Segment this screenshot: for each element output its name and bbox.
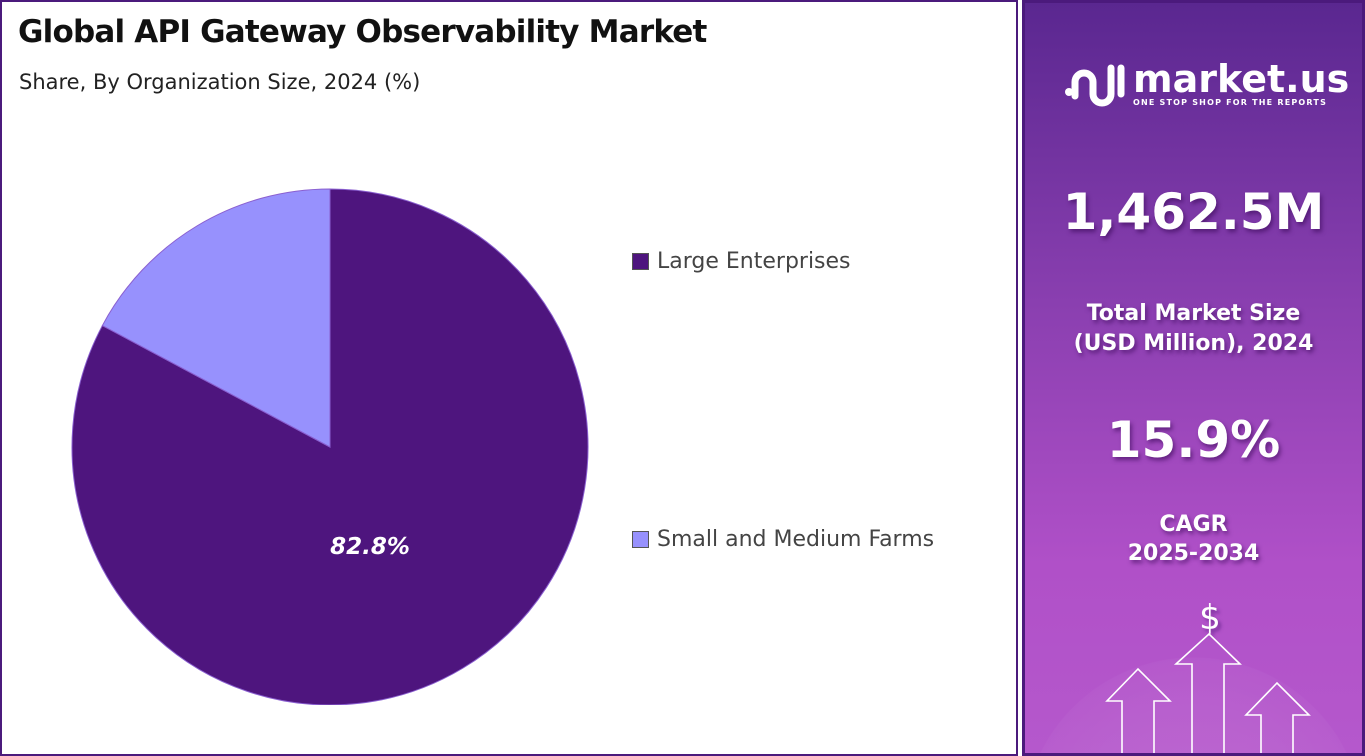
cagr-label-1: CAGR	[1159, 512, 1228, 537]
growth-arrows-icon	[1105, 632, 1311, 753]
legend-swatch	[632, 253, 649, 270]
cagr-label-2: 2025-2034	[1127, 541, 1260, 566]
chart-card: Global API Gateway Observability Market …	[0, 0, 1018, 756]
data-label-0: 82.8%	[330, 534, 410, 560]
chart-title: Global API Gateway Observability Market	[18, 14, 707, 50]
logo-tagline: ONE STOP SHOP FOR THE REPORTS	[1133, 97, 1328, 107]
logo-icon	[1065, 64, 1125, 107]
cagr-value: 15.9%	[1106, 411, 1281, 469]
legend-item-large-enterprises: Large Enterprises	[632, 249, 851, 274]
pie-slice-1	[101, 188, 331, 448]
market-us-logo: market.us ONE STOP SHOP FOR THE REPORTS	[1063, 58, 1349, 108]
chart-subtitle: Share, By Organization Size, 2024 (%)	[19, 70, 421, 94]
legend-item-small-medium: Small and Medium Farms	[632, 527, 934, 552]
market-size-label-1: Total Market Size	[1086, 301, 1301, 326]
market-size-value: 1,462.5M	[1062, 183, 1325, 241]
market-size-label-2: (USD Million), 2024	[1073, 331, 1314, 356]
legend-label: Large Enterprises	[657, 249, 851, 274]
pie-chart	[71, 188, 589, 705]
logo-name: market.us	[1133, 56, 1350, 101]
legend-swatch	[632, 531, 649, 548]
legend-label: Small and Medium Farms	[657, 527, 935, 552]
summary-panel: market.us ONE STOP SHOP FOR THE REPORTS …	[1022, 0, 1365, 756]
dollar-icon: $	[1199, 598, 1221, 638]
